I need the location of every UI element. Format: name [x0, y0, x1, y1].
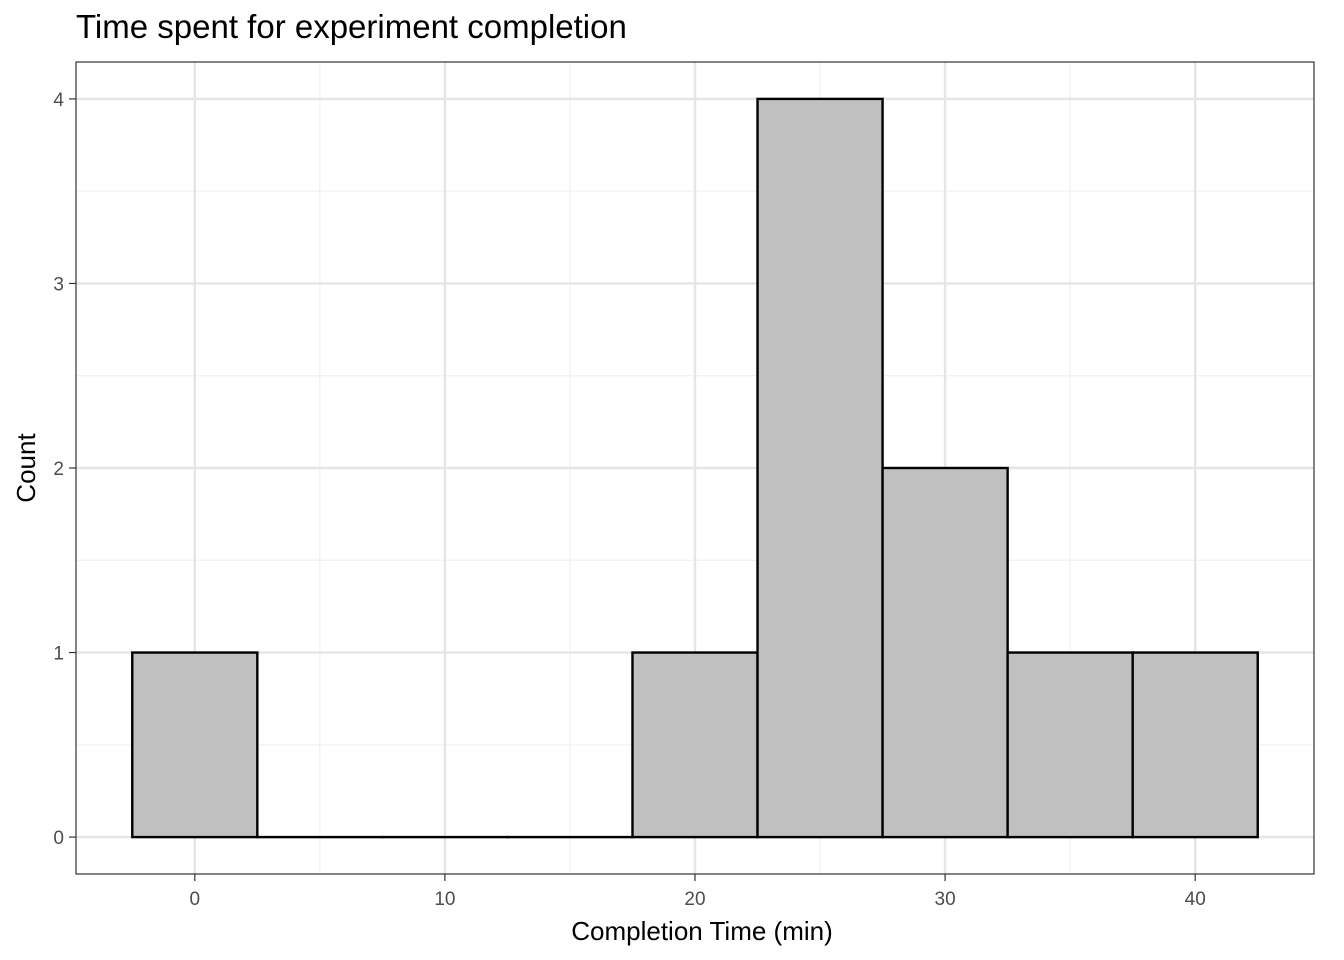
- x-tick-label: 0: [190, 889, 201, 910]
- histogram-bar: [631, 651, 759, 839]
- x-axis-title: Completion Time (min): [571, 916, 833, 946]
- y-axis-ticks: 0 1 2 3 4: [53, 90, 76, 849]
- y-tick-label: 2: [53, 459, 64, 480]
- x-axis-ticks: 0 10 20 30 40: [190, 874, 1206, 910]
- y-tick-label: 0: [53, 828, 64, 849]
- x-tick-label: 10: [434, 889, 455, 910]
- chart-title: Time spent for experiment completion: [76, 8, 627, 45]
- histogram-bar: [881, 466, 1009, 839]
- y-tick-label: 4: [53, 90, 64, 111]
- y-tick-label: 3: [53, 274, 64, 295]
- x-tick-label: 30: [935, 889, 956, 910]
- y-axis-title: Count: [11, 433, 41, 503]
- x-tick-label: 40: [1185, 889, 1206, 910]
- x-tick-label: 20: [684, 889, 705, 910]
- y-tick-label: 1: [53, 644, 64, 665]
- histogram-bars: [131, 97, 1259, 839]
- histogram-bar: [131, 651, 259, 839]
- histogram-bar: [756, 97, 884, 839]
- histogram-bar: [1131, 651, 1259, 839]
- histogram-bar: [1006, 651, 1134, 839]
